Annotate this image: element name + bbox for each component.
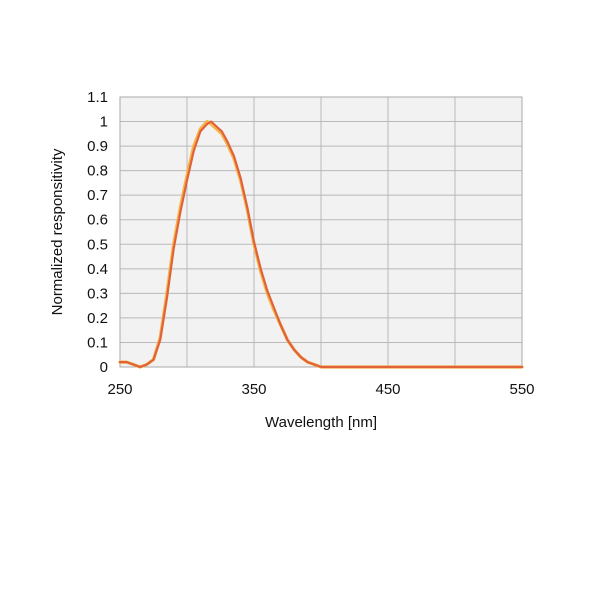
y-tick-label: 1 <box>100 114 108 131</box>
y-axis-label: Normalized responsitivity <box>49 148 66 315</box>
y-tick-label: 0.5 <box>87 236 108 253</box>
x-axis-label: Wavelength [nm] <box>265 414 377 431</box>
x-tick-label: 450 <box>375 381 400 398</box>
series-lines <box>118 119 524 369</box>
y-tick-label: 0.8 <box>87 163 108 180</box>
series-line-2 <box>118 120 524 369</box>
x-tick-label: 350 <box>241 381 266 398</box>
y-tick-label: 0.3 <box>87 285 108 302</box>
y-tick-label: 0.6 <box>87 212 108 229</box>
y-tick-label: 0.2 <box>87 310 108 327</box>
x-tick-label: 250 <box>107 381 132 398</box>
y-tick-label: 0 <box>100 359 108 376</box>
x-tick-labels: 250 350 450 550 <box>107 381 534 398</box>
y-tick-label: 0.1 <box>87 334 108 351</box>
x-tick-label: 550 <box>509 381 534 398</box>
y-tick-label: 0.9 <box>87 138 108 155</box>
y-tick-label: 0.7 <box>87 187 108 204</box>
y-tick-label: 0.4 <box>87 261 108 278</box>
y-tick-label: 1.1 <box>87 89 108 106</box>
y-tick-labels: 0 0.1 0.2 0.3 0.4 0.5 0.6 0.7 0.8 0.9 1 1.1 <box>87 89 108 376</box>
